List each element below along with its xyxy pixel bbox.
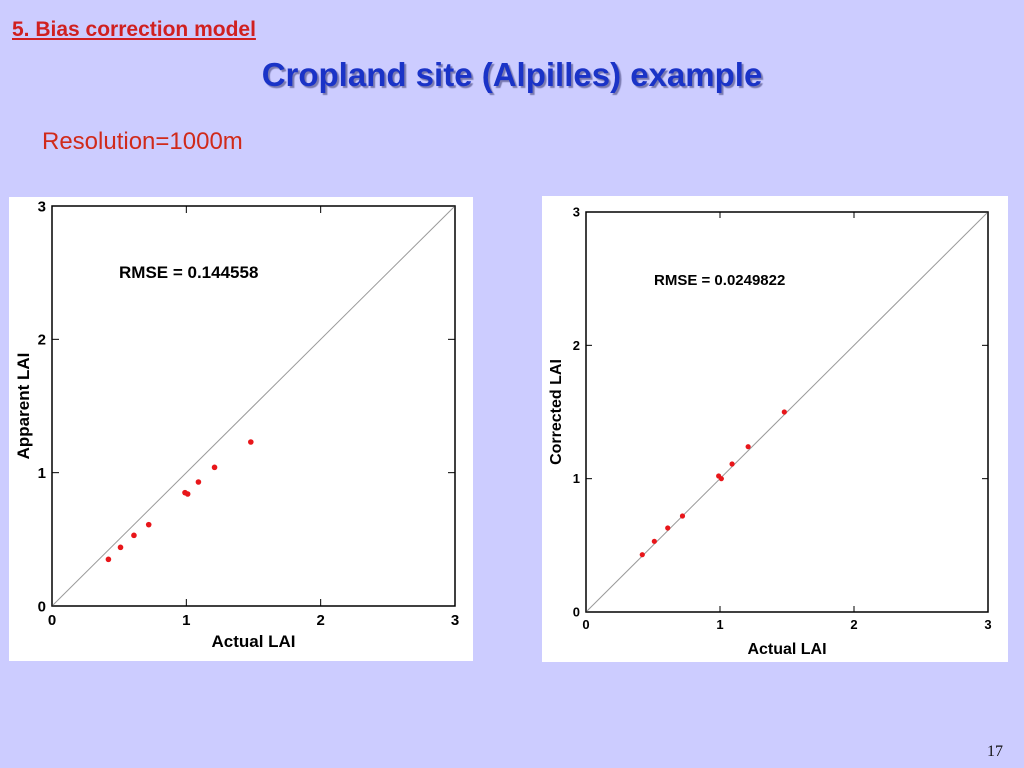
left-y-axis-label: Apparent LAI (14, 353, 33, 460)
left-x-tick-label: 3 (451, 612, 459, 629)
left-x-axis-label: Actual LAI (211, 632, 295, 651)
left-data-point (211, 464, 218, 471)
left-data-point (184, 491, 191, 497)
left-one-to-one-line (51, 205, 456, 607)
corrected-lai-scatter-chart: 0 1 2 3 0 1 2 3 Actual LAI Corrected LAI RMSE = 0.… (548, 205, 992, 658)
apparent-lai-scatter-chart: 0 1 2 3 0 1 2 3 Actual LAI Apparent LAI RMSE = 0.1… (14, 198, 459, 651)
apparent-lai-scatter-panel: 0 1 2 3 0 1 2 3 Actual LAI Apparent LAI RMSE = 0.1… (9, 197, 473, 661)
resolution-subtitle: Resolution=1000m (42, 128, 243, 155)
right-rmse-annotation: RMSE = 0.0249822 (654, 272, 785, 289)
left-data-point (195, 479, 202, 485)
corrected-lai-scatter-panel: 0 1 2 3 0 1 2 3 Actual LAI Corrected LAI RMSE = 0.… (542, 196, 1008, 662)
right-x-tick-label: 2 (850, 617, 857, 632)
left-data-point (105, 556, 112, 563)
left-rmse-annotation: RMSE = 0.144558 (119, 263, 258, 282)
left-y-tick-label: 3 (38, 198, 46, 215)
right-data-point (665, 525, 671, 531)
right-data-point (729, 461, 735, 467)
right-data-point (679, 513, 686, 519)
right-y-axis-label: Corrected LAI (548, 359, 565, 465)
section-heading: 5. Bias correction model (12, 18, 256, 41)
right-y-tick-label: 1 (573, 471, 580, 486)
left-x-tick-label: 0 (48, 612, 56, 629)
left-y-tick-label: 1 (38, 465, 46, 482)
right-x-tick-label: 1 (716, 617, 723, 632)
right-y-tick-label: 3 (573, 205, 580, 220)
right-data-point (745, 444, 751, 450)
left-axes-frame (51, 205, 456, 607)
left-data-point (131, 532, 137, 539)
right-x-tick-label: 0 (582, 617, 589, 632)
right-x-axis-label: Actual LAI (747, 641, 826, 658)
left-y-tick-label: 2 (38, 332, 46, 349)
left-data-point (117, 544, 124, 551)
slide-title: Cropland site (Alpilles) example (261, 56, 763, 93)
right-y-tick-label: 0 (573, 605, 580, 620)
right-axes-frame (585, 211, 989, 613)
left-x-tick-label: 2 (316, 612, 324, 629)
left-y-tick-label: 0 (38, 598, 46, 615)
left-data-point (145, 521, 152, 528)
left-data-point (248, 439, 254, 445)
right-data-point (639, 552, 645, 558)
right-data-point (718, 476, 724, 482)
right-data-point (651, 538, 657, 544)
right-x-tick-label: 3 (984, 617, 991, 632)
right-one-to-one-line (585, 211, 989, 613)
right-data-point (781, 409, 787, 415)
left-x-tick-label: 1 (182, 612, 190, 629)
page-number: 17 (987, 743, 1003, 760)
right-y-tick-label: 2 (573, 338, 580, 353)
